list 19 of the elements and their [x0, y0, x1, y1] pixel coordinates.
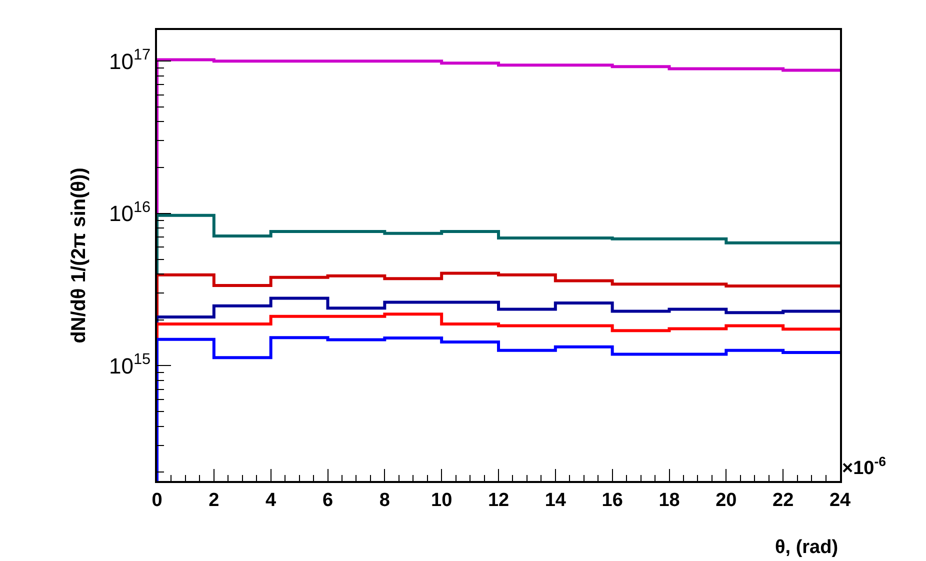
- y-axis-title: dN/dθ 1/(2π sin(θ)): [68, 168, 90, 344]
- x-tick-label: 6: [322, 490, 334, 511]
- x-tick-label: 24: [829, 490, 851, 511]
- y-tick-label: 10$^{16}$: [108, 198, 151, 226]
- text: ×10$^{-6}$: [842, 454, 886, 479]
- x-tick-label: 14: [544, 490, 566, 511]
- x-tick-label: 4: [266, 490, 277, 511]
- x-tick-label: 12: [488, 490, 510, 511]
- x-tick-label: 8: [379, 490, 390, 511]
- y-tick-label: 10$^{17}$: [108, 46, 151, 74]
- x-tick-label: 20: [716, 490, 737, 511]
- x-tick-label: 2: [208, 490, 220, 511]
- x-tick-label: 0: [152, 490, 162, 511]
- x-tick-label: 18: [658, 490, 680, 511]
- x-tick-label: 22: [772, 490, 794, 511]
- x-tick-label: 10: [431, 490, 452, 511]
- x-axis-title: θ, (rad): [775, 537, 838, 558]
- y-tick-label: 10$^{15}$: [108, 351, 151, 378]
- x-tick-label: 16: [602, 490, 623, 511]
